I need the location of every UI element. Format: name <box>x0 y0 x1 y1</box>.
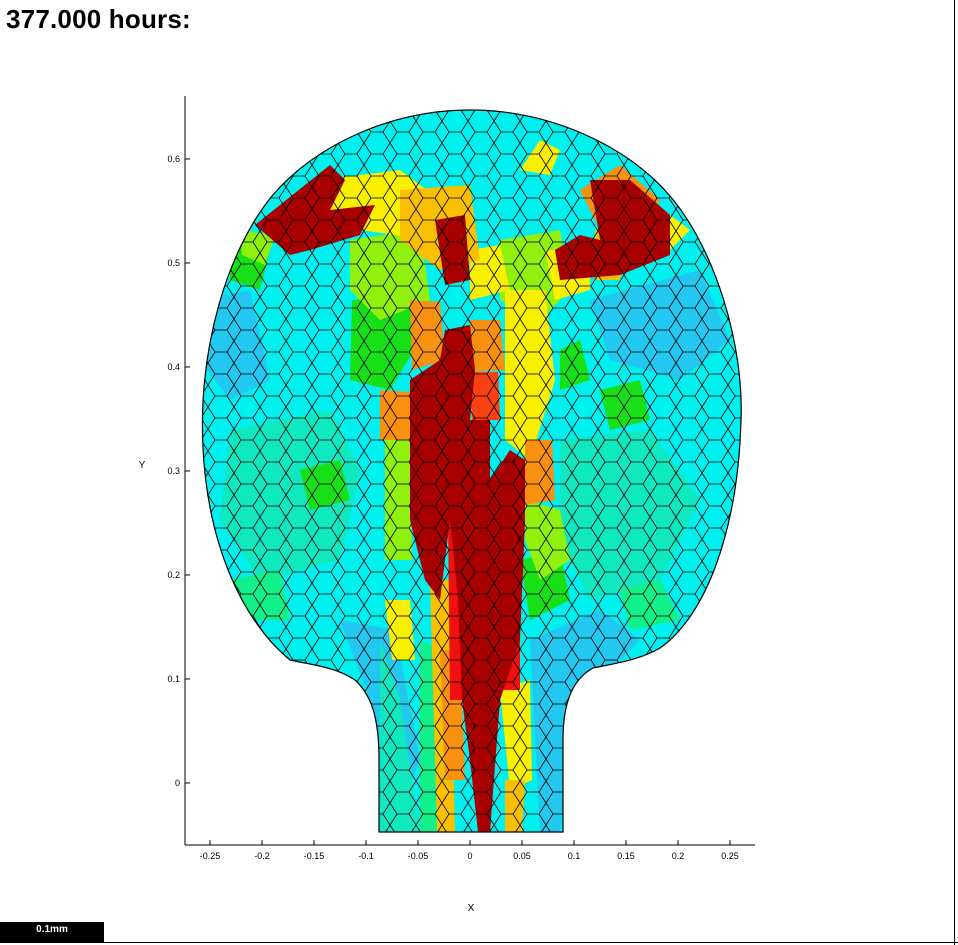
x-tick-label: 0.2 <box>672 851 685 861</box>
y-tick-label: 0.1 <box>167 674 180 684</box>
x-tick-label: 0.15 <box>617 851 635 861</box>
y-tick-label: 0 <box>175 778 180 788</box>
x-tick-label: -0.1 <box>358 851 374 861</box>
scale-bar: 0.1mm <box>0 922 104 942</box>
y-tick-label: 0.5 <box>167 258 180 268</box>
y-tick-label: 0.4 <box>167 362 180 372</box>
x-tick-label: -0.15 <box>304 851 325 861</box>
x-tick-label: -0.2 <box>254 851 270 861</box>
page-title: 377.000 hours: <box>6 4 191 34</box>
y-tick-label: 0.2 <box>167 570 180 580</box>
y-tick-label: 0.6 <box>167 154 180 164</box>
x-tick-label: 0.05 <box>513 851 531 861</box>
x-tick-label: 0.25 <box>721 851 739 861</box>
x-tick-label: 0 <box>467 851 472 861</box>
tissue-outline <box>201 109 742 833</box>
x-axis-label: X <box>468 903 475 914</box>
frame-right-border <box>954 0 955 945</box>
x-ticks: -0.25 -0.2 -0.15 -0.1 -0.05 0 0.05 0.1 0.15 0.2 0.… <box>200 840 739 861</box>
x-tick-label: -0.25 <box>200 851 221 861</box>
x-tick-label: -0.05 <box>408 851 429 861</box>
cell-mesh <box>202 110 742 832</box>
y-axis-label: Y <box>139 460 146 471</box>
x-tick-label: 0.1 <box>568 851 581 861</box>
frame-bottom-border <box>0 942 958 943</box>
y-tick-label: 0.3 <box>167 466 180 476</box>
y-ticks: 0 0.1 0.2 0.3 0.4 0.5 0.6 <box>167 154 190 788</box>
tissue-cells <box>202 110 742 832</box>
